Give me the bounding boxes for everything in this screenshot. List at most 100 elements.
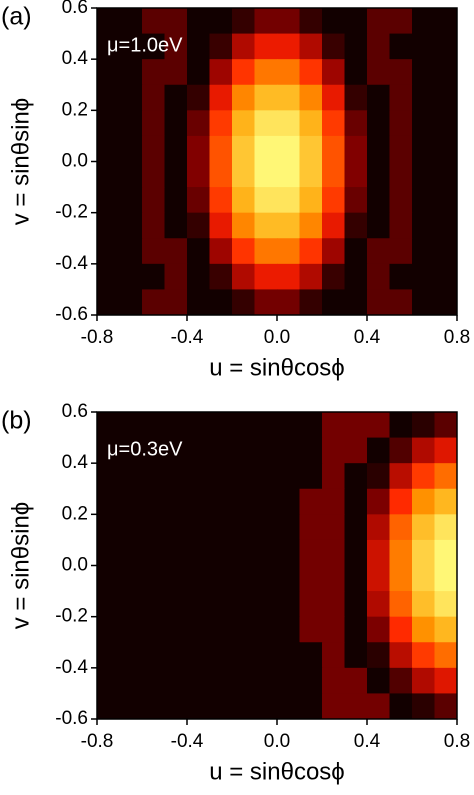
heatmap-cell bbox=[164, 289, 188, 316]
heatmap-cell bbox=[119, 693, 143, 720]
y-tick-label: -0.6 bbox=[55, 708, 88, 729]
heatmap-cell bbox=[322, 463, 345, 490]
heatmap-cell bbox=[389, 539, 413, 566]
heatmap-cell bbox=[389, 463, 413, 490]
heatmap-cell bbox=[209, 412, 233, 439]
heatmap-cell bbox=[412, 488, 435, 515]
heatmap-cell bbox=[142, 616, 165, 643]
heatmap-cell bbox=[209, 187, 233, 214]
heatmap-cell bbox=[434, 488, 458, 515]
heatmap-cell bbox=[254, 616, 278, 643]
y-tick-label: 0.4 bbox=[62, 48, 89, 69]
heatmap-cell bbox=[277, 33, 300, 60]
heatmap-cell bbox=[277, 514, 300, 541]
heatmap-cell bbox=[299, 110, 323, 137]
heatmap-cell bbox=[187, 488, 210, 515]
heatmap-cell bbox=[367, 8, 390, 35]
y-tick-label: 0.6 bbox=[62, 401, 88, 422]
heatmap-cell bbox=[119, 110, 143, 137]
x-tick-label: 0.4 bbox=[354, 731, 381, 752]
heatmap-cell bbox=[277, 238, 300, 265]
heatmap-cell bbox=[119, 84, 143, 111]
heatmap-cell bbox=[344, 591, 368, 618]
heatmap-cell bbox=[344, 135, 368, 162]
heatmap-cell bbox=[209, 33, 233, 60]
heatmap-cell bbox=[344, 412, 368, 439]
heatmap-cell bbox=[322, 565, 345, 592]
heatmap-cell bbox=[142, 161, 165, 188]
heatmap-cell bbox=[389, 84, 413, 111]
heatmap-cell bbox=[232, 187, 255, 214]
heatmap-cell bbox=[232, 161, 255, 188]
heatmap-cell bbox=[142, 84, 165, 111]
heatmap-cell bbox=[97, 212, 120, 239]
heatmap-cell bbox=[322, 33, 345, 60]
heatmap-cell bbox=[299, 667, 323, 694]
heatmap-cell bbox=[142, 642, 165, 669]
heatmap-cell bbox=[277, 667, 300, 694]
heatmap-cell bbox=[187, 110, 210, 137]
heatmap-cell bbox=[299, 289, 323, 316]
heatmap-cell bbox=[412, 591, 435, 618]
heatmap-cell bbox=[322, 642, 345, 669]
heatmap-cell bbox=[322, 187, 345, 214]
heatmap-cell bbox=[277, 488, 300, 515]
y-tick-label: 0.2 bbox=[62, 503, 88, 524]
heatmap-cell bbox=[164, 514, 188, 541]
heatmap-cell bbox=[322, 539, 345, 566]
heatmap-cell bbox=[209, 238, 233, 265]
heatmap-cell bbox=[209, 642, 233, 669]
heatmap-cell bbox=[412, 161, 435, 188]
heatmap-cell bbox=[367, 591, 390, 618]
heatmap-cell bbox=[209, 59, 233, 86]
heatmap-cell bbox=[164, 463, 188, 490]
x-tick-label: 0.8 bbox=[444, 327, 470, 348]
heatmap-cell bbox=[142, 437, 165, 464]
heatmap-cell bbox=[187, 33, 210, 60]
heatmap-cell bbox=[232, 84, 255, 111]
heatmap-cell bbox=[164, 642, 188, 669]
heatmap-cell bbox=[412, 539, 435, 566]
heatmap-cell bbox=[187, 463, 210, 490]
heatmap-cell bbox=[119, 263, 143, 290]
heatmap-cell bbox=[232, 289, 255, 316]
heatmap-cell bbox=[322, 84, 345, 111]
y-tick-label: 0.0 bbox=[62, 555, 88, 576]
heatmap-cell bbox=[277, 693, 300, 720]
heatmap-cell bbox=[299, 488, 323, 515]
heatmap-cell bbox=[119, 238, 143, 265]
heatmap-cell bbox=[119, 59, 143, 86]
x-tick-label: 0.4 bbox=[354, 327, 381, 348]
heatmap-cell bbox=[187, 591, 210, 618]
heatmap-cell bbox=[232, 616, 255, 643]
heatmap-cell bbox=[299, 539, 323, 566]
heatmap-cell bbox=[277, 591, 300, 618]
heatmap-cell bbox=[412, 135, 435, 162]
heatmap-cell bbox=[119, 161, 143, 188]
heatmap-cell bbox=[254, 539, 278, 566]
heatmap-cell bbox=[434, 539, 458, 566]
heatmap-cell bbox=[434, 514, 458, 541]
x-tick-label: 0.8 bbox=[444, 731, 470, 752]
heatmap-cell bbox=[254, 135, 278, 162]
heatmap-cell bbox=[209, 437, 233, 464]
heatmap-cell bbox=[254, 59, 278, 86]
heatmap-cell bbox=[119, 135, 143, 162]
heatmap-cell bbox=[344, 161, 368, 188]
heatmap-cell bbox=[299, 693, 323, 720]
heatmap-cell bbox=[187, 616, 210, 643]
heatmap-cell bbox=[367, 84, 390, 111]
heatmap-cell bbox=[187, 135, 210, 162]
heatmap-cell bbox=[97, 8, 120, 35]
heatmap-cell bbox=[434, 289, 458, 316]
heatmap-cell bbox=[254, 565, 278, 592]
x-tick-label: -0.4 bbox=[171, 327, 204, 348]
heatmap-cell bbox=[142, 187, 165, 214]
heatmap-cell bbox=[322, 135, 345, 162]
heatmap-cell bbox=[367, 616, 390, 643]
x-tick-label: 0.0 bbox=[264, 731, 290, 752]
heatmap-cell bbox=[322, 8, 345, 35]
heatmap-cell bbox=[412, 667, 435, 694]
heatmap-cell bbox=[254, 667, 278, 694]
heatmap-cell bbox=[277, 135, 300, 162]
